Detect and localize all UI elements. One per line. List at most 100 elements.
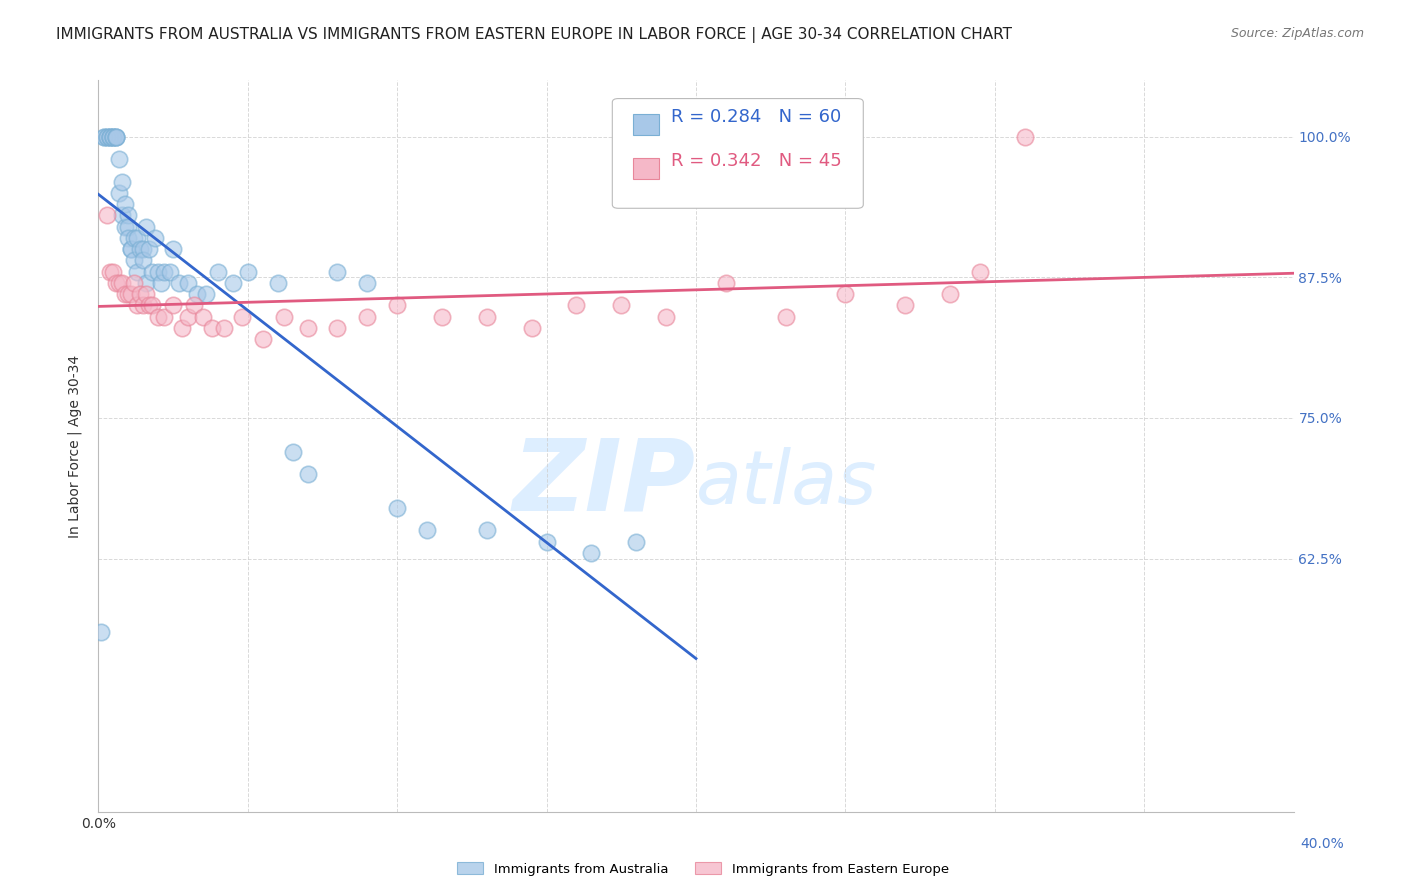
Point (105, 129, 128, 144)
Point (103, 129, 125, 144)
Point (191, 310, 214, 324)
Point (475, 524, 498, 538)
Text: Source: ZipAtlas.com: Source: ZipAtlas.com (1230, 27, 1364, 40)
Point (141, 264, 163, 278)
Point (281, 444, 304, 458)
Bar (633, 114, 659, 136)
Point (114, 219, 136, 234)
Point (124, 231, 146, 245)
Point (111, 276, 134, 290)
Point (132, 253, 155, 268)
Point (96, 129, 118, 144)
Bar (633, 158, 659, 179)
Point (172, 321, 194, 335)
Point (475, 310, 498, 324)
Text: ZIP: ZIP (513, 434, 696, 531)
Point (117, 231, 139, 245)
Point (326, 264, 349, 278)
Point (153, 310, 176, 324)
Point (135, 219, 157, 234)
Point (120, 287, 142, 301)
Point (90, 624, 112, 639)
Point (103, 129, 125, 144)
Point (162, 242, 184, 256)
Point (132, 298, 155, 312)
Point (124, 276, 146, 290)
Text: IMMIGRANTS FROM AUSTRALIA VS IMMIGRANTS FROM EASTERN EUROPE IN LABOR FORCE | AGE: IMMIGRANTS FROM AUSTRALIA VS IMMIGRANTS … (56, 27, 1012, 43)
Point (96, 208, 118, 222)
Point (129, 287, 152, 301)
Point (153, 264, 176, 278)
Point (127, 231, 149, 245)
Point (385, 500, 409, 515)
Point (120, 242, 142, 256)
Point (385, 298, 409, 312)
Point (129, 242, 152, 256)
Point (127, 264, 149, 278)
Point (356, 310, 378, 324)
Point (114, 197, 136, 211)
Point (114, 287, 136, 301)
Point (207, 264, 229, 278)
Text: R = 0.284   N = 60: R = 0.284 N = 60 (671, 108, 841, 126)
Point (124, 253, 146, 268)
Point (127, 298, 149, 312)
Point (356, 276, 378, 290)
Text: atlas: atlas (696, 447, 877, 518)
Point (138, 298, 160, 312)
Point (111, 208, 134, 222)
Point (416, 524, 439, 538)
Point (326, 321, 349, 335)
Point (297, 467, 319, 482)
Point (212, 321, 235, 335)
Point (105, 129, 128, 144)
Point (834, 287, 856, 301)
Point (267, 276, 290, 290)
Text: R = 0.342   N = 45: R = 0.342 N = 45 (671, 152, 842, 169)
Point (105, 129, 128, 144)
Point (103, 129, 125, 144)
Y-axis label: In Labor Force | Age 30-34: In Labor Force | Age 30-34 (67, 354, 83, 538)
Point (117, 208, 139, 222)
Point (143, 231, 166, 245)
Point (159, 264, 181, 278)
Point (103, 264, 125, 278)
Point (148, 310, 170, 324)
Point (138, 242, 160, 256)
Point (536, 534, 558, 549)
Legend: Immigrants from Australia, Immigrants from Eastern Europe: Immigrants from Australia, Immigrants fr… (451, 857, 955, 881)
Point (714, 276, 737, 290)
Point (565, 298, 588, 312)
Point (150, 276, 173, 290)
Point (195, 287, 218, 301)
Point (177, 310, 200, 324)
Point (111, 175, 134, 189)
Point (183, 298, 205, 312)
Point (894, 298, 917, 312)
Point (177, 276, 200, 290)
FancyBboxPatch shape (613, 99, 863, 209)
Point (98, 129, 122, 144)
Point (236, 264, 259, 278)
Point (430, 310, 453, 324)
Point (297, 321, 319, 335)
Point (98, 129, 122, 144)
Point (581, 546, 603, 560)
Point (222, 276, 245, 290)
Point (93, 129, 115, 144)
Point (252, 332, 274, 346)
Point (93, 129, 115, 144)
Point (201, 321, 224, 335)
Point (141, 298, 163, 312)
Point (108, 276, 131, 290)
Point (132, 242, 155, 256)
Point (610, 298, 633, 312)
Point (655, 310, 678, 324)
Point (148, 264, 170, 278)
Point (167, 276, 190, 290)
Text: 40.0%: 40.0% (1301, 837, 1344, 851)
Point (98, 264, 122, 278)
Point (98, 129, 122, 144)
Point (162, 298, 184, 312)
Point (273, 310, 295, 324)
